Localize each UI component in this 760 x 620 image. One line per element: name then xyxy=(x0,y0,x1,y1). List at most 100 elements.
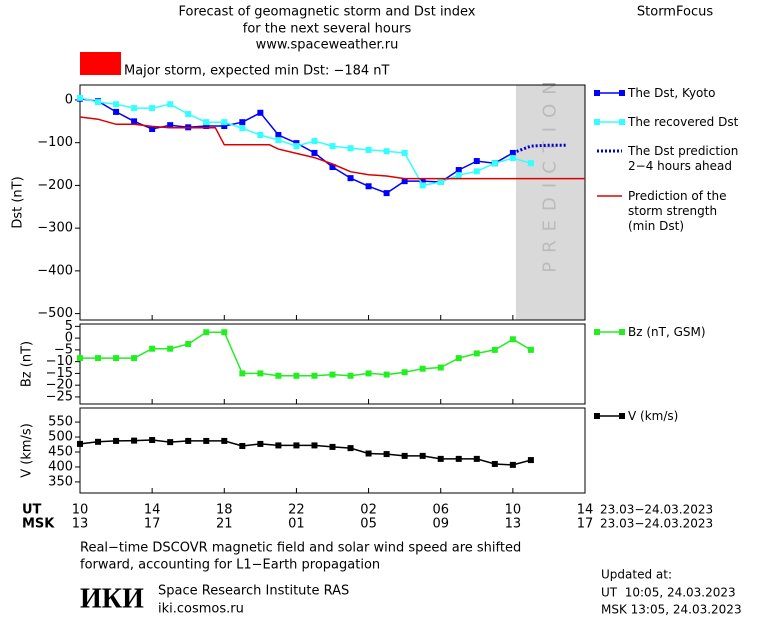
point xyxy=(185,437,192,444)
point xyxy=(329,143,336,150)
point xyxy=(419,182,426,189)
point xyxy=(365,370,372,377)
point xyxy=(473,168,480,175)
point xyxy=(257,440,264,447)
point xyxy=(167,101,174,108)
title: Forecast of geomagnetic storm and Dst in… xyxy=(178,5,475,20)
point xyxy=(491,160,498,167)
point xyxy=(383,190,390,197)
point xyxy=(347,445,354,452)
point xyxy=(509,149,516,156)
x-tick-label: 14 xyxy=(144,503,161,518)
point xyxy=(437,178,444,185)
point xyxy=(455,172,462,179)
y-tick-label: 5 xyxy=(65,319,73,334)
x2-tick-label: 13 xyxy=(505,517,522,532)
y-tick-label: −5 xyxy=(54,342,73,357)
point xyxy=(95,438,102,445)
legend-marker xyxy=(619,119,625,125)
point xyxy=(311,372,318,379)
point xyxy=(149,126,156,133)
legend-label: The Dst prediction 2−4 hours ahead xyxy=(627,144,742,173)
x-tick-label: 18 xyxy=(216,503,233,518)
point xyxy=(77,94,83,101)
x-tick-label: 10 xyxy=(505,503,522,518)
legend-marker xyxy=(594,90,600,96)
point xyxy=(131,105,138,112)
series-line xyxy=(512,143,567,155)
point xyxy=(203,329,210,336)
point xyxy=(275,372,282,379)
point xyxy=(473,455,480,462)
plot-frame xyxy=(79,407,586,494)
legend-label: V (km/s) xyxy=(628,409,678,423)
y-tick-label: −100 xyxy=(37,135,73,150)
point xyxy=(365,146,372,153)
legend-label: The recovered Dst xyxy=(627,115,739,129)
y-axis-label: V (km/s) xyxy=(20,423,35,478)
y-tick-label: −500 xyxy=(37,306,73,321)
point xyxy=(347,145,354,152)
point xyxy=(401,452,408,459)
updated: UT 10:05, 24.03.2023 xyxy=(601,586,736,600)
point xyxy=(239,119,246,126)
point xyxy=(167,439,174,446)
point xyxy=(383,371,390,378)
point xyxy=(293,143,300,150)
point xyxy=(257,131,264,138)
point xyxy=(131,118,138,125)
point xyxy=(509,461,516,468)
point xyxy=(257,370,264,377)
x-tick-label: 14 xyxy=(577,503,594,518)
point xyxy=(329,443,336,450)
x2-tick-label: 01 xyxy=(288,517,305,532)
point xyxy=(113,437,120,444)
legend-label: Prediction of the storm strength (min Ds… xyxy=(628,189,730,233)
brand: StormFocus xyxy=(637,5,713,20)
x2-tick-label: 17 xyxy=(577,517,594,532)
alert-text: Major storm, expected min Dst: −184 nT xyxy=(124,64,390,79)
msk-label: MSK xyxy=(22,517,55,532)
legend-marker xyxy=(594,119,600,125)
y-tick-label: −25 xyxy=(46,389,73,404)
x2-tick-label: 21 xyxy=(216,517,233,532)
point xyxy=(293,372,300,379)
point xyxy=(527,160,534,167)
logo: ИКИ xyxy=(80,583,144,614)
x2-tick-label: 13 xyxy=(72,517,89,532)
point xyxy=(509,336,516,343)
point xyxy=(365,183,372,190)
point xyxy=(311,442,318,449)
point xyxy=(221,119,228,126)
point xyxy=(527,457,534,464)
x-tick-label: 06 xyxy=(432,503,449,518)
point xyxy=(419,452,426,459)
point xyxy=(257,109,264,116)
point xyxy=(221,437,228,444)
point xyxy=(185,341,192,347)
institute: Space Research Institute RAS xyxy=(158,584,349,599)
point xyxy=(329,164,336,171)
x-tick-label: 10 xyxy=(72,503,89,518)
legend-label: The Dst, Kyoto xyxy=(627,86,715,100)
title: for the next several hours xyxy=(243,22,412,37)
point xyxy=(491,346,498,353)
point xyxy=(113,355,120,362)
point xyxy=(149,437,156,444)
alert-box xyxy=(80,52,121,75)
url: iki.cosmos.ru xyxy=(158,602,244,617)
series-line xyxy=(79,116,585,180)
point xyxy=(77,440,83,447)
point xyxy=(473,350,480,357)
prediction-band xyxy=(515,85,585,320)
point xyxy=(509,155,516,162)
y-tick-label: 350 xyxy=(48,474,73,489)
point xyxy=(437,455,444,462)
point xyxy=(113,101,120,108)
updated: MSK 13:05, 24.03.2023 xyxy=(601,603,742,617)
point xyxy=(113,108,120,115)
y-tick-label: −15 xyxy=(46,366,73,381)
point xyxy=(239,125,246,132)
point xyxy=(527,346,534,353)
updated: Updated at: xyxy=(601,568,672,582)
